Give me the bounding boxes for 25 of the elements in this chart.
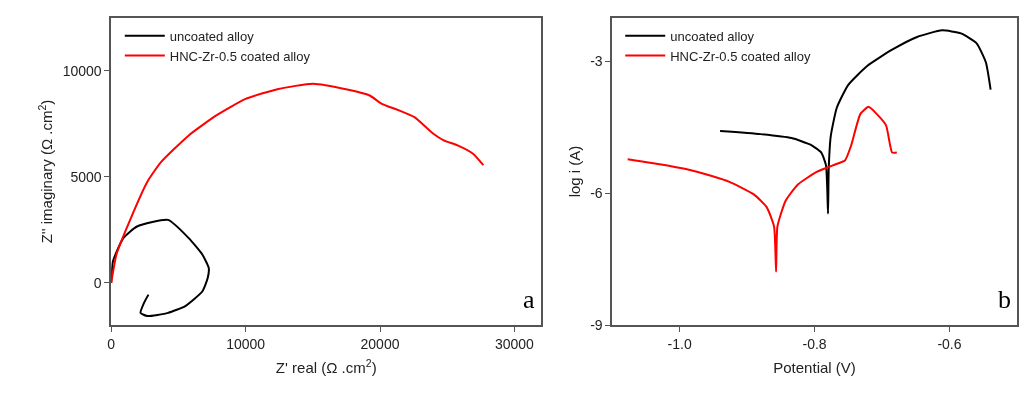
annotation: b xyxy=(998,285,1011,314)
annotation: a xyxy=(523,285,535,314)
y-tick-label: -9 xyxy=(590,317,603,334)
x-tick-label: -1.0 xyxy=(667,335,692,352)
legend-label: uncoated alloy xyxy=(169,28,255,44)
line-series xyxy=(111,218,210,318)
x-axis-title: Z' real (Ω .cm$^{2}$) xyxy=(275,357,377,377)
x-tick-label: 10000 xyxy=(226,335,266,352)
x-axis-title: Potential (V) xyxy=(773,359,856,377)
legend-label: uncoated alloy xyxy=(670,28,755,44)
y-tick-label: 5000 xyxy=(70,168,102,185)
x-tick-label: 30000 xyxy=(494,335,535,352)
y-tick-label: -6 xyxy=(590,185,603,202)
legend-label: HNC-Zr-0.5 coated alloy xyxy=(169,48,311,64)
y-axis-title: log i (A) xyxy=(565,145,583,198)
x-tick-label: -0.8 xyxy=(802,335,827,352)
x-tick-label: 0 xyxy=(107,335,116,352)
line-series xyxy=(626,105,898,273)
legend-label: HNC-Zr-0.5 coated alloy xyxy=(670,48,811,64)
y-tick-label: 10000 xyxy=(62,62,102,79)
line-series xyxy=(111,82,485,284)
x-tick-label: 20000 xyxy=(360,335,400,352)
y-tick-label: 0 xyxy=(93,274,102,291)
x-tick-label: -0.6 xyxy=(937,335,962,352)
y-tick-label: -3 xyxy=(590,53,603,70)
